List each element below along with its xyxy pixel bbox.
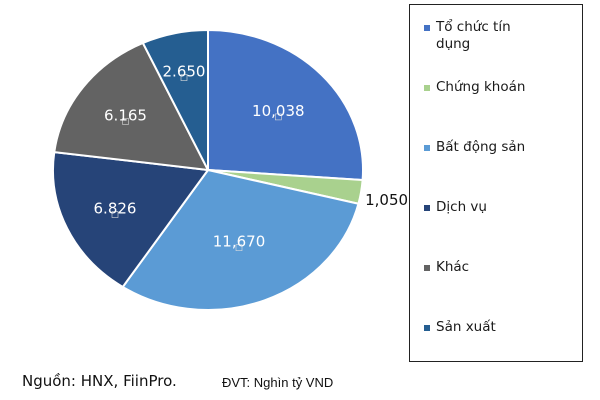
pie-marker-san-xuat bbox=[180, 74, 188, 81]
legend-label-credit-institutions: Tổ chức tín dụng bbox=[436, 19, 511, 52]
pie-marker-khac bbox=[122, 118, 129, 125]
pie-slices bbox=[52, 28, 364, 311]
pie-slice-khac bbox=[53, 41, 210, 172]
legend-swatch-securities bbox=[424, 85, 430, 91]
pie-value-label-to-chuc-tin-dung: 10,038 bbox=[252, 102, 305, 120]
pie-value-labels: 10,038 1,050 11,670 6.826 6.165 2.650 bbox=[94, 63, 409, 251]
pie-slice-to-chuc-tin-dung bbox=[207, 28, 364, 182]
pie-value-label-bat-dong-san: 11,670 bbox=[213, 233, 266, 251]
pie-marker-bat-dong-san bbox=[235, 244, 243, 251]
legend-item-manufacturing: Sản xuất bbox=[424, 319, 574, 336]
legend-swatch-services bbox=[424, 205, 430, 211]
legend-item-services: Dịch vụ bbox=[424, 199, 574, 216]
legend-label-securities: Chứng khoán bbox=[436, 79, 526, 95]
legend-label-real-estate: Bất động sản bbox=[436, 139, 526, 155]
legend-label-manufacturing: Sản xuất bbox=[436, 319, 496, 335]
pie-marker-dich-vu bbox=[111, 211, 119, 218]
pie-slice-dich-vu bbox=[52, 150, 210, 289]
pie-marker-to-chuc-tin-dung bbox=[274, 113, 282, 121]
legend-item-securities: Chứng khoán bbox=[424, 79, 574, 96]
pie-value-label-khac: 6.165 bbox=[104, 106, 147, 124]
legend-label-services: Dịch vụ bbox=[436, 199, 487, 215]
source-note: Nguồn: HNX, FiinPro. bbox=[22, 372, 177, 390]
legend-swatch-other bbox=[424, 265, 430, 271]
pie-slice-san-xuat bbox=[141, 28, 209, 171]
legend: Tổ chức tín dụng Chứng khoán Bất động sả… bbox=[409, 4, 583, 362]
legend-swatch-manufacturing bbox=[424, 325, 430, 331]
legend-item-other: Khác bbox=[424, 259, 574, 276]
legend-item-real-estate: Bất động sản bbox=[424, 139, 574, 156]
legend-swatch-real-estate bbox=[424, 145, 430, 151]
legend-item-credit-institutions: Tổ chức tín dụng bbox=[424, 19, 574, 53]
pie-slice-bat-dong-san bbox=[121, 168, 360, 311]
unit-note: ĐVT: Nghìn tỷ VND bbox=[222, 375, 334, 390]
legend-label-other: Khác bbox=[436, 259, 470, 275]
legend-swatch-credit-institutions bbox=[424, 25, 430, 31]
pie-label-markers bbox=[111, 74, 282, 251]
pie-value-label-san-xuat: 2.650 bbox=[163, 63, 206, 81]
pie-value-label-chung-khoan: 1,050 bbox=[365, 191, 408, 209]
pie-value-label-dich-vu: 6.826 bbox=[94, 200, 137, 218]
